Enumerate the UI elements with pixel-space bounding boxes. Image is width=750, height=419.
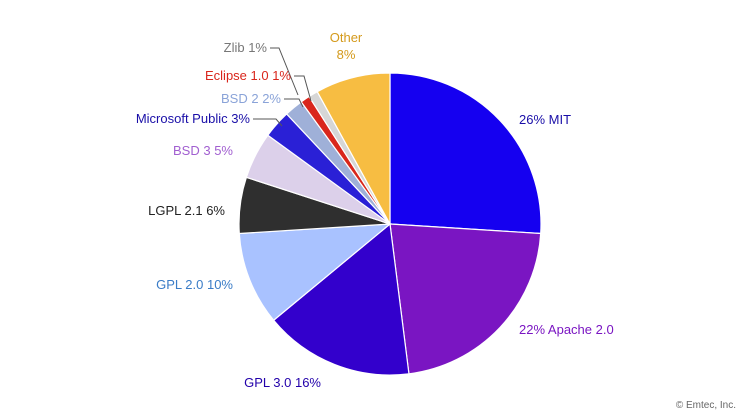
slice-label-mit: 26% MIT xyxy=(519,112,571,127)
slice-label-eclipse-1-0: Eclipse 1.0 1% xyxy=(205,68,291,83)
copyright-credit: © Emtec, Inc. xyxy=(675,400,736,411)
slice-label-bsd-2: BSD 2 2% xyxy=(221,91,281,106)
slice-label-lgpl-2-1: LGPL 2.1 6% xyxy=(148,203,225,218)
leader-lines xyxy=(253,47,312,127)
slice-label-gpl-2-0: GPL 2.0 10% xyxy=(156,277,233,292)
leader-line-eclipse-1-0 xyxy=(294,75,312,102)
slice-labels: 26% MIT 22% Apache 2.0 GPL 3.0 16% GPL 2.0 … xyxy=(136,30,614,390)
leader-line-microsoft-public xyxy=(253,118,283,127)
slice-label-other: Other 8% xyxy=(330,30,363,62)
pie-slice-gpl-3-0 xyxy=(272,222,410,376)
pie-slice-apache-2-0 xyxy=(389,223,542,375)
slice-label-zlib: Zlib 1% xyxy=(224,40,268,55)
leader-line-bsd-2 xyxy=(284,98,304,108)
slice-label-apache-2-0: 22% Apache 2.0 xyxy=(519,322,614,337)
pie-slices xyxy=(238,72,542,376)
pie-slice-gpl-2-0 xyxy=(238,223,392,322)
slice-label-bsd-3: BSD 3 5% xyxy=(173,143,233,158)
slice-label-gpl-3-0: GPL 3.0 16% xyxy=(244,375,321,390)
leader-line-zlib xyxy=(270,47,299,96)
pie-slice-mit xyxy=(389,72,542,235)
slice-label-microsoft-public: Microsoft Public 3% xyxy=(136,111,251,126)
pie-slice-other xyxy=(316,72,391,225)
